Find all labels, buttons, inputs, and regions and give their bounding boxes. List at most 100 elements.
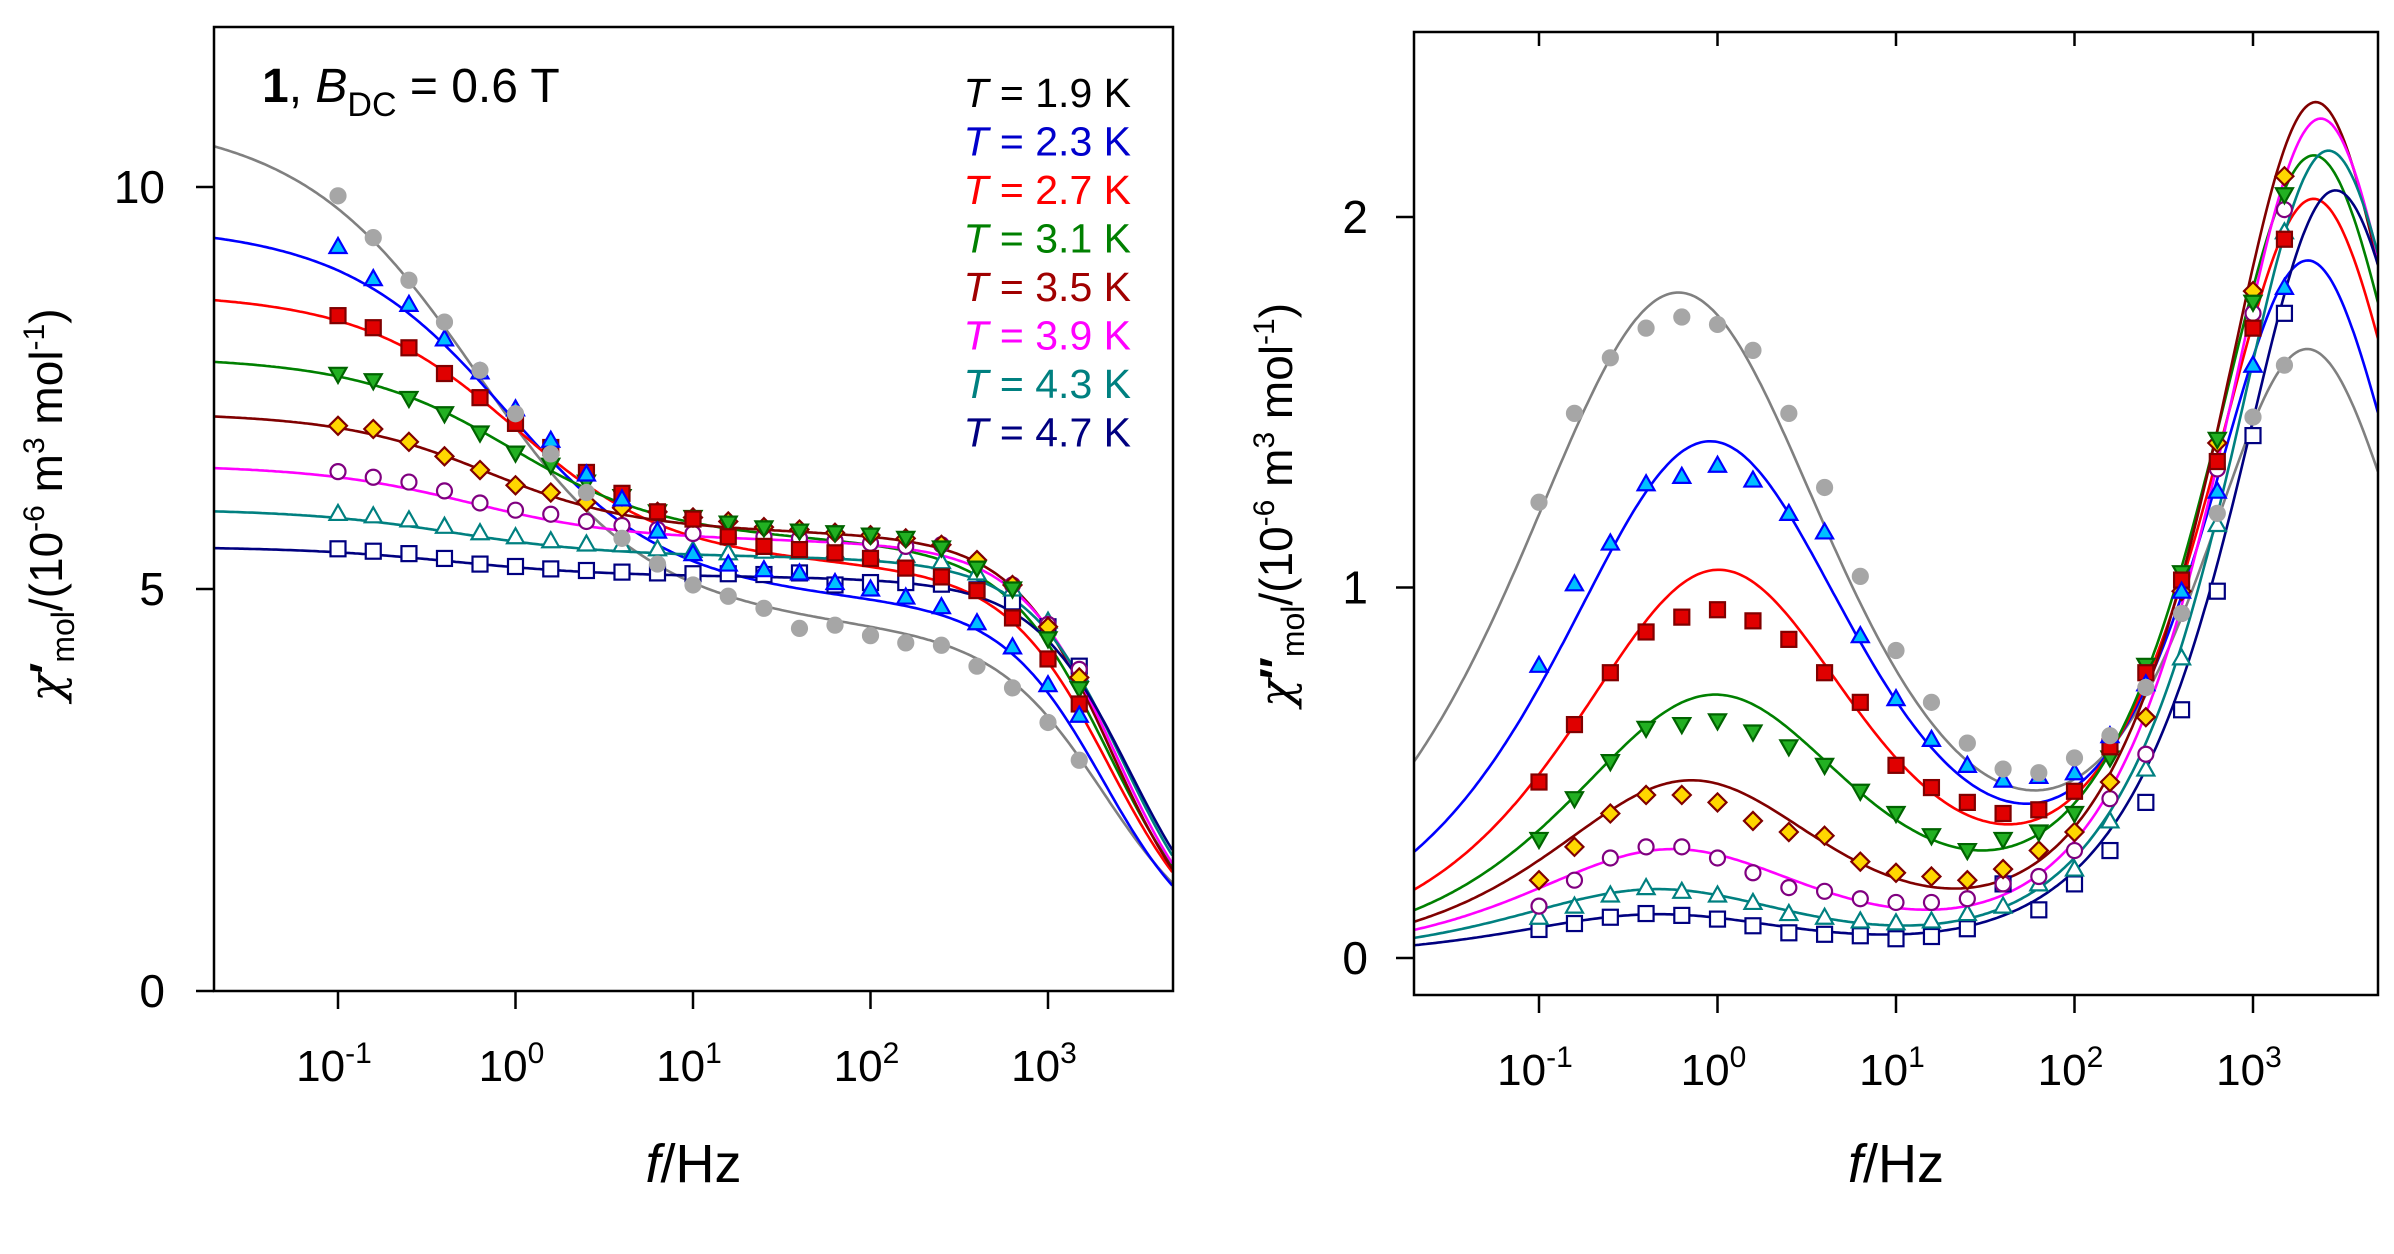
- data-point-square: [1039, 650, 1057, 668]
- legend-label: = 4.7 K: [989, 410, 1131, 456]
- data-point-triangle-down: [2028, 824, 2050, 843]
- tick-exponent: -1: [1546, 1041, 1573, 1074]
- data-point-circle: [1887, 893, 1905, 912]
- data-point-circle: [400, 271, 418, 289]
- series-31: [1528, 187, 2295, 862]
- data-point-triangle: [434, 328, 455, 347]
- data-point-triangle: [2171, 647, 2192, 666]
- data-point-triangle: [682, 542, 704, 562]
- data-point-triangle: [1564, 573, 1585, 592]
- y-label-text: m: [1250, 449, 1302, 500]
- y-label-exp: -1: [18, 324, 51, 351]
- legend-symbol: T: [963, 264, 991, 310]
- data-point-triangle-down: [1037, 631, 1059, 650]
- data-point-circle: [329, 187, 347, 205]
- data-point-circle: [790, 619, 809, 637]
- legend-entry: T = 3.5 K: [963, 264, 1131, 310]
- fit-line-35: [1414, 100, 2378, 923]
- y-label-exp: -1: [1248, 318, 1281, 345]
- data-point-square: [471, 555, 489, 573]
- data-point-circle: [861, 627, 880, 645]
- y-tick-label: 0: [1342, 932, 1368, 984]
- data-point-circle: [648, 555, 667, 573]
- tick-exponent: 2: [883, 1037, 900, 1070]
- data-point-circle: [506, 405, 525, 423]
- data-point-square: [1922, 927, 1941, 946]
- data-point-diamond: [1920, 865, 1943, 888]
- x-label-f: f: [1848, 1134, 1868, 1194]
- data-point-triangle-down: [2242, 294, 2264, 313]
- compound-number: 1: [262, 60, 289, 113]
- y-axis-label: χ′mol/(10-6 m3 mol-1): [18, 308, 81, 704]
- data-point-diamond: [1956, 869, 1978, 891]
- data-point-circle: [1003, 679, 1022, 697]
- data-point-diamond: [1671, 784, 1693, 806]
- data-point-diamond: [1706, 791, 1729, 813]
- data-point-triangle-down: [1921, 828, 1942, 847]
- data-point-triangle-down: [1849, 783, 1871, 803]
- data-point-triangle: [1992, 895, 2014, 914]
- data-point-triangle: [895, 586, 917, 605]
- data-point-square: [1887, 930, 1905, 948]
- data-point-diamond: [433, 445, 456, 467]
- y-label-sub: mol: [1275, 606, 1311, 658]
- data-point-triangle-down: [1707, 713, 1728, 732]
- data-point-triangle: [1528, 906, 1550, 925]
- data-point-triangle: [2274, 276, 2295, 295]
- data-point-circle: [1922, 693, 1941, 711]
- data-point-triangle: [434, 515, 455, 534]
- data-point-square: [1780, 924, 1798, 942]
- data-point-square: [2030, 901, 2048, 919]
- data-point-circle: [2137, 678, 2155, 697]
- data-point-square: [1815, 925, 1834, 943]
- data-point-diamond: [1814, 825, 1836, 847]
- data-point-triangle: [966, 612, 988, 631]
- data-point-circle: [1922, 893, 1941, 912]
- data-point-diamond: [1563, 836, 1586, 858]
- data-point-triangle: [647, 538, 668, 557]
- x-label-unit: /Hz: [661, 1134, 742, 1194]
- tick-exponent: 3: [1060, 1037, 1077, 1070]
- legend: T = 1.9 KT = 2.3 KT = 2.7 KT = 3.1 KT = …: [963, 70, 1131, 456]
- fit-line-31: [1414, 154, 2378, 912]
- data-point-circle: [542, 445, 560, 463]
- data-point-square: [932, 568, 951, 586]
- data-point-circle: [1780, 879, 1798, 897]
- y-label-chi: χ: [1249, 676, 1303, 710]
- field-subscript: DC: [347, 86, 396, 124]
- legend-label: = 2.7 K: [989, 167, 1131, 213]
- data-point-triangle: [1599, 884, 1621, 903]
- data-point-triangle: [1849, 910, 1871, 929]
- data-point-triangle-down: [1885, 805, 1907, 825]
- data-point-triangle: [931, 595, 952, 615]
- data-point-triangle: [1778, 902, 1800, 922]
- legend-entry: T = 3.1 K: [963, 216, 1131, 262]
- data-point-triangle: [327, 502, 349, 522]
- data-point-triangle: [824, 571, 846, 591]
- data-point-triangle: [1742, 469, 1764, 488]
- fit-line-35: [214, 415, 1173, 870]
- data-points: [1528, 165, 2295, 948]
- data-point-circle: [1851, 567, 1869, 585]
- data-point-square: [719, 528, 737, 546]
- data-point-square: [1922, 778, 1941, 797]
- data-point-triangle-down: [1002, 581, 1023, 600]
- data-point-square: [1851, 927, 1869, 945]
- data-point-square: [2275, 230, 2294, 248]
- data-point-circle: [2137, 745, 2155, 763]
- data-point-circle: [435, 482, 454, 500]
- data-point-circle: [329, 463, 347, 481]
- y-label-text: /(10: [20, 532, 72, 611]
- data-point-triangle: [1921, 728, 1942, 748]
- data-point-triangle-down: [966, 560, 988, 579]
- data-point-triangle-down: [753, 520, 775, 539]
- data-point-square: [2030, 801, 2048, 819]
- data-point-triangle: [505, 526, 526, 545]
- data-point-square: [1565, 715, 1584, 734]
- data-point-square: [1780, 630, 1798, 648]
- data-point-triangle-down: [895, 530, 917, 550]
- y-label-chi: χ: [19, 671, 73, 705]
- legend-entry: T = 2.7 K: [963, 167, 1131, 213]
- tick-base: 10: [1497, 1046, 1546, 1095]
